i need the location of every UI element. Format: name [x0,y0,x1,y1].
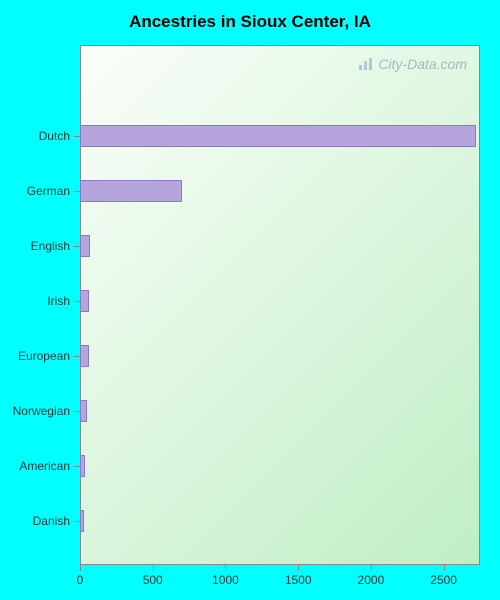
bar-chart-icon [358,57,374,71]
y-axis-label: European [0,349,70,363]
chart-title: Ancestries in Sioux Center, IA [0,12,500,32]
bar [80,400,87,422]
bar [80,235,90,257]
y-axis-label: English [0,239,70,253]
watermark-text: City-Data.com [378,56,467,72]
bar [80,290,89,312]
x-tick [444,565,445,571]
bar [80,180,182,202]
x-tick [153,565,154,571]
x-tick [371,565,372,571]
y-axis-label: German [0,184,70,198]
bar [80,345,89,367]
x-axis-label: 2500 [430,573,457,587]
chart-container: Ancestries in Sioux Center, IA City-Data… [0,0,500,600]
x-axis-label: 500 [143,573,163,587]
y-axis-label: Dutch [0,129,70,143]
bar [80,125,476,147]
x-axis-label: 0 [77,573,84,587]
bar [80,510,84,532]
x-tick [298,565,299,571]
y-axis-label: American [0,459,70,473]
x-tick [80,565,81,571]
x-axis-label: 1500 [285,573,312,587]
x-tick [225,565,226,571]
y-axis-label: Danish [0,514,70,528]
x-axis-label: 2000 [358,573,385,587]
y-axis-label: Irish [0,294,70,308]
y-axis-label: Norwegian [0,404,70,418]
watermark: City-Data.com [358,56,467,72]
x-axis-label: 1000 [212,573,239,587]
plot-area: City-Data.com [80,45,480,565]
bar [80,455,85,477]
